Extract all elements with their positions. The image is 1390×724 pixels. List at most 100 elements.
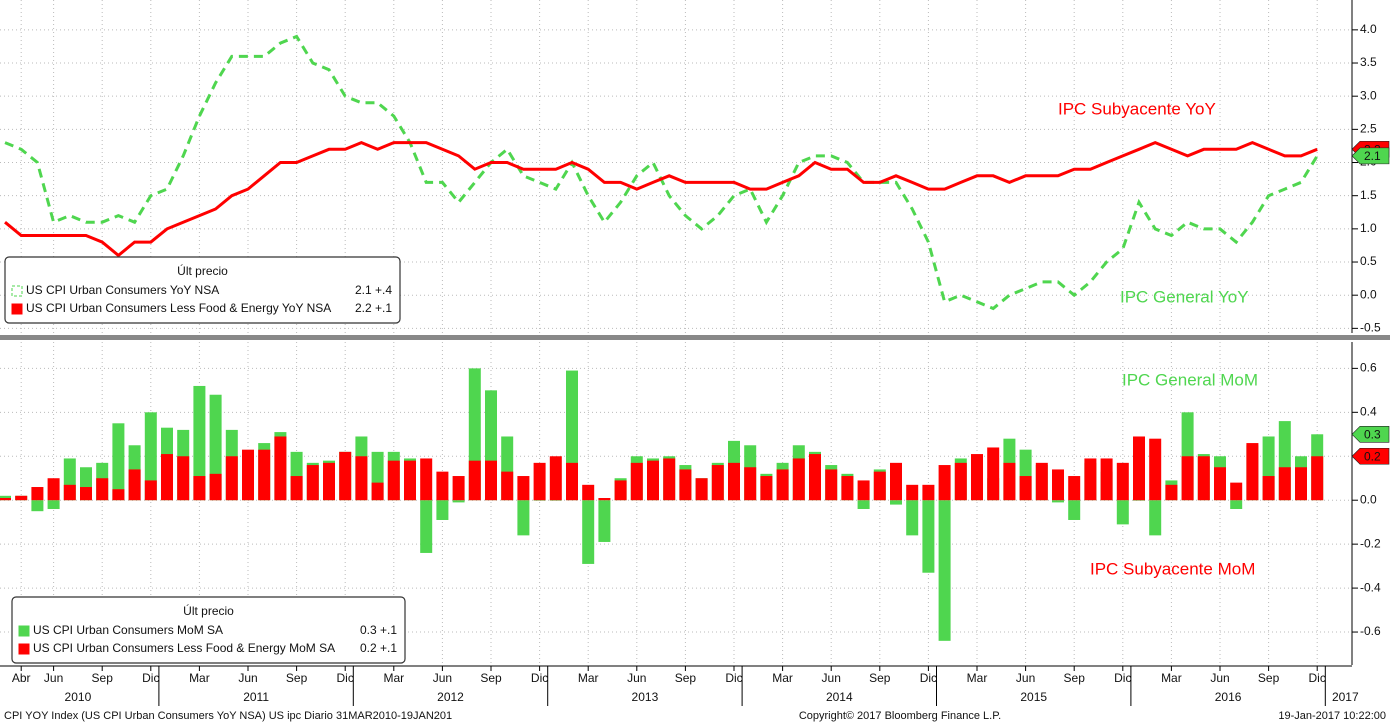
bar: [1149, 500, 1162, 536]
bar: [161, 454, 173, 501]
bar: [1165, 484, 1178, 501]
x-tick-label: Mar: [383, 671, 404, 685]
bar: [1133, 436, 1145, 501]
x-tick-label: Dic: [920, 671, 937, 685]
x-tick-label: Dic: [1309, 671, 1326, 685]
year-label: 2016: [1215, 690, 1242, 704]
bar: [144, 412, 157, 501]
bar: [1295, 467, 1307, 501]
legend-box: [11, 596, 406, 664]
annotation: IPC Subyacente YoY: [1058, 99, 1216, 118]
bar: [971, 454, 983, 501]
legend-label: US CPI Urban Consumers Less Food & Energ…: [33, 641, 335, 655]
year-label: 2013: [632, 690, 659, 704]
bar: [31, 500, 44, 512]
bar: [760, 476, 773, 501]
bar: [1149, 438, 1162, 501]
bar: [128, 469, 141, 501]
bar: [63, 484, 76, 501]
year-label: 2010: [65, 690, 92, 704]
year-label: 2015: [1020, 690, 1047, 704]
bar: [711, 465, 724, 501]
bar: [436, 471, 449, 501]
bar: [614, 480, 627, 501]
x-tick-label: Mar: [578, 671, 599, 685]
bar: [1214, 467, 1226, 501]
bar: [96, 478, 109, 501]
bar: [371, 482, 384, 501]
y-tick-label: -0.2: [1360, 536, 1381, 550]
bar: [598, 500, 611, 542]
line-series: [4, 140, 1318, 258]
bar: [404, 460, 416, 501]
bar: [1116, 500, 1129, 525]
bar: [112, 489, 125, 501]
bar: [1116, 462, 1129, 501]
bar: [339, 451, 352, 501]
year-label: 2012: [437, 690, 464, 704]
bar: [80, 487, 92, 501]
bar: [15, 495, 28, 501]
legend-value: 0.2 +.1: [360, 641, 397, 655]
bar: [193, 476, 206, 501]
bar: [436, 500, 449, 520]
year-label: 2011: [243, 690, 269, 704]
bar: [1068, 500, 1081, 520]
x-tick-label: Sep: [869, 671, 891, 685]
footer-left: CPI YOY Index (US CPI Urban Consumers Yo…: [4, 710, 452, 722]
legend-value: 2.2 +.1: [355, 301, 392, 315]
y-tick-label: 1.5: [1360, 188, 1377, 202]
legend-label: US CPI Urban Consumers YoY NSA: [26, 283, 219, 297]
y-tick-label: 4.0: [1360, 22, 1377, 36]
y-tick-label: -0.6: [1360, 624, 1381, 638]
bar: [1246, 443, 1259, 501]
bar: [387, 460, 400, 501]
bar: [922, 484, 935, 501]
bar: [1197, 456, 1210, 501]
bar: [873, 471, 886, 501]
bar: [922, 500, 935, 573]
y-tick-label: 0.5: [1360, 254, 1377, 268]
bar: [890, 462, 902, 501]
y-tick-label: 3.5: [1360, 55, 1377, 69]
bar: [112, 423, 125, 501]
bar: [1052, 500, 1064, 503]
bar: [452, 476, 465, 501]
bar: [1311, 456, 1324, 501]
x-tick-label: Jun: [822, 671, 841, 685]
bar: [598, 498, 611, 501]
bar: [938, 500, 951, 641]
bar: [1035, 462, 1048, 501]
bar: [420, 500, 433, 553]
bar: [452, 500, 465, 503]
last-value-label: 0.2: [1364, 449, 1381, 463]
bar: [857, 500, 870, 509]
x-tick-label: Jun: [433, 671, 452, 685]
bar: [906, 484, 919, 501]
bar: [857, 480, 870, 501]
y-tick-label: 3.0: [1360, 88, 1377, 102]
bar: [582, 484, 595, 501]
x-tick-label: Sep: [675, 671, 697, 685]
last-value-label: 2.1: [1364, 149, 1381, 163]
y-tick-label: -0.5: [1360, 321, 1381, 335]
bar: [533, 462, 546, 501]
x-tick-label: Mar: [189, 671, 210, 685]
bar: [809, 454, 821, 501]
bar: [468, 460, 481, 501]
legend-swatch: [11, 285, 23, 297]
legend-swatch: [18, 643, 30, 655]
x-tick-label: Sep: [1258, 671, 1280, 685]
bar: [306, 465, 319, 501]
bar: [566, 462, 578, 501]
bar: [47, 478, 60, 501]
bar: [290, 476, 303, 501]
bar: [501, 471, 514, 501]
bar: [630, 462, 643, 501]
bar: [420, 458, 433, 501]
y-tick-label: 0.0: [1360, 492, 1377, 506]
bar: [355, 456, 368, 501]
bar: [1100, 458, 1113, 501]
bar: [987, 447, 1000, 501]
x-tick-label: Abr: [12, 671, 31, 685]
